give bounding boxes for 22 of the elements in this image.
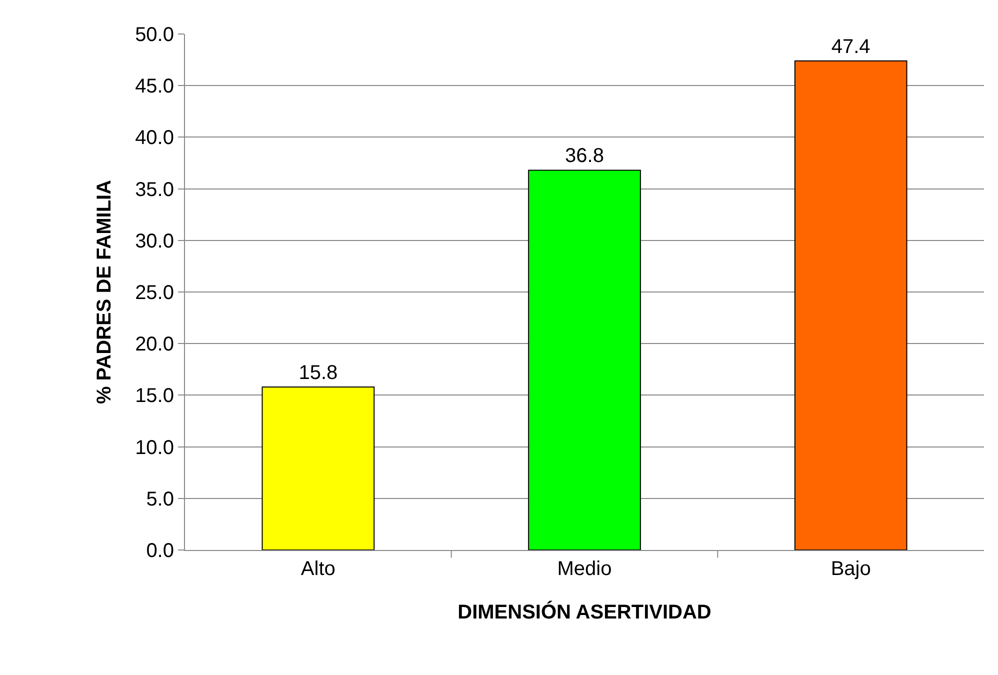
bar [262,386,375,550]
y-tick-label: 15.0 [135,385,174,408]
y-tick-label: 35.0 [135,178,174,201]
y-tick-label: 25.0 [135,282,174,304]
y-tick-label: 30.0 [135,230,174,252]
x-axis-title: DIMENSIÓN ASERTIVIDAD [458,600,712,624]
bar [794,60,908,550]
bar [528,170,641,550]
y-axis-title: % PADRES DE FAMILIA [94,180,116,404]
y-tick-label: 5.0 [146,488,174,510]
data-label: 47.4 [831,36,870,58]
x-tick-label: Medio [557,558,612,580]
y-tick-label: 45.0 [135,76,174,98]
y-tick-label: 20.0 [135,334,174,356]
y-tick-label: 10.0 [135,436,174,459]
x-tick-label: Bajo [830,558,871,580]
data-label: 15.8 [298,362,338,384]
y-tick-label: 0.0 [146,540,174,562]
y-tick-label: 50.0 [135,24,174,46]
y-tick-label: 40.0 [135,127,174,150]
data-label: 36.8 [565,145,604,168]
x-tick-label: Alto [300,558,336,580]
